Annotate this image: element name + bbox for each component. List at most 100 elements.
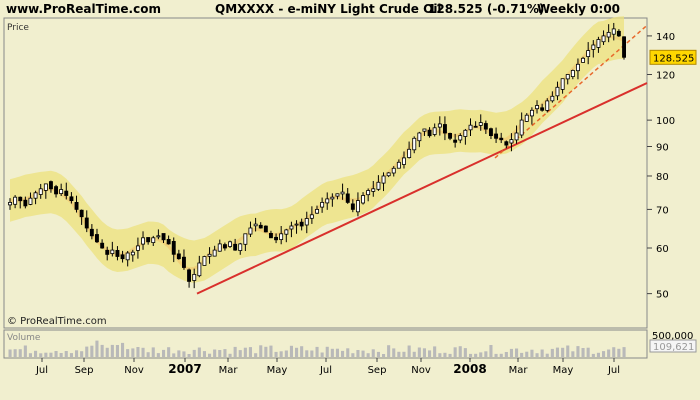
candle-body <box>320 201 325 208</box>
volume-bar <box>520 352 524 357</box>
candle-body <box>100 242 105 249</box>
x-tick-label: Sep <box>368 365 387 376</box>
candle-body <box>535 105 539 110</box>
volume-bar <box>504 352 508 357</box>
volume-bar <box>550 348 554 357</box>
x-tick-label: Mar <box>219 365 239 376</box>
candle-body <box>253 223 258 227</box>
volume-bar <box>274 351 278 357</box>
candle-body <box>243 233 248 245</box>
volume-bar <box>545 353 549 357</box>
candle-body <box>258 224 263 229</box>
candle-body <box>386 172 391 177</box>
candle-body <box>412 137 417 151</box>
volume-bar <box>254 353 258 357</box>
x-tick-label: Jul <box>35 365 48 376</box>
volume-bar <box>387 345 391 357</box>
candle-body <box>18 196 23 202</box>
volume-bar <box>13 349 17 357</box>
y-tick-label: 50 <box>656 290 669 301</box>
x-tick-label: 2008 <box>453 362 486 376</box>
volume-bar <box>156 353 160 357</box>
volume-bar <box>463 348 467 357</box>
volume-bar <box>612 347 616 357</box>
candle-body <box>335 193 340 197</box>
volume-bar <box>146 352 150 357</box>
candle-body <box>483 123 488 130</box>
candle-body <box>407 148 412 159</box>
volume-bar <box>555 347 559 357</box>
candle-body <box>340 191 345 195</box>
volume-bar <box>49 352 53 357</box>
candle-body <box>222 244 227 249</box>
candle-body <box>509 139 514 144</box>
x-tick-label: Nov <box>124 365 144 376</box>
volume-bar <box>438 353 442 357</box>
candle-body <box>540 107 545 111</box>
candle-body <box>43 183 48 191</box>
candle-body <box>576 63 580 72</box>
volume-bar <box>315 346 319 357</box>
candle-body <box>181 256 186 268</box>
volume-bar <box>591 353 595 357</box>
volume-bar <box>95 340 99 357</box>
volume-bar <box>540 349 544 357</box>
candle-body <box>228 241 232 247</box>
candle-body <box>105 249 110 255</box>
candle-body <box>453 139 458 143</box>
volume-bar <box>474 353 478 357</box>
y-tick-label: 60 <box>656 244 669 255</box>
volume-bar <box>581 348 585 357</box>
copyright-label: © ProRealTime.com <box>7 316 107 327</box>
y-tick-label: 100 <box>656 116 675 127</box>
candle-body <box>197 262 202 277</box>
candle-body <box>284 229 289 235</box>
candle-body <box>299 221 304 227</box>
candle-body <box>366 190 371 196</box>
volume-bar <box>44 352 48 357</box>
candle-body <box>33 192 38 199</box>
candle-body <box>591 44 596 50</box>
volume-panel <box>3 329 648 359</box>
volume-bar <box>346 348 350 357</box>
candle-body <box>217 243 222 252</box>
candle-body <box>28 197 33 205</box>
volume-bar <box>54 351 58 357</box>
volume-bar <box>208 353 212 357</box>
volume-bar <box>561 347 565 357</box>
volume-bar <box>428 350 432 357</box>
volume-bar <box>453 347 457 357</box>
volume-bar <box>151 347 155 357</box>
price-band <box>10 16 624 283</box>
volume-bar <box>269 345 273 357</box>
volume-bar <box>458 346 462 357</box>
candle-body <box>84 217 89 229</box>
candle-body <box>166 238 171 245</box>
volume-bar <box>320 352 324 357</box>
volume-bar <box>397 351 401 357</box>
candle-body <box>442 124 447 134</box>
volume-bar <box>305 350 309 357</box>
candle-body <box>156 235 161 238</box>
volume-bar <box>499 353 503 357</box>
candle-body <box>514 132 519 141</box>
candle-body <box>289 225 294 230</box>
volume-bar <box>448 353 452 357</box>
candle-body <box>141 237 145 245</box>
volume-bar <box>566 345 570 357</box>
volume-bar <box>126 349 130 357</box>
candle-body <box>570 70 575 78</box>
volume-bar <box>233 346 237 357</box>
volume-bar <box>607 349 611 357</box>
site-name[interactable]: www.ProRealTime.com <box>6 2 161 16</box>
candle-body <box>330 196 335 200</box>
candle-body <box>146 237 151 243</box>
candle-body <box>110 249 115 255</box>
candle-body <box>69 196 74 202</box>
candle-body <box>616 30 621 37</box>
volume-bar <box>218 350 222 357</box>
volume-bar <box>167 347 171 357</box>
volume-bar <box>243 347 247 357</box>
candle-body <box>524 114 529 122</box>
candle-body <box>560 78 565 90</box>
